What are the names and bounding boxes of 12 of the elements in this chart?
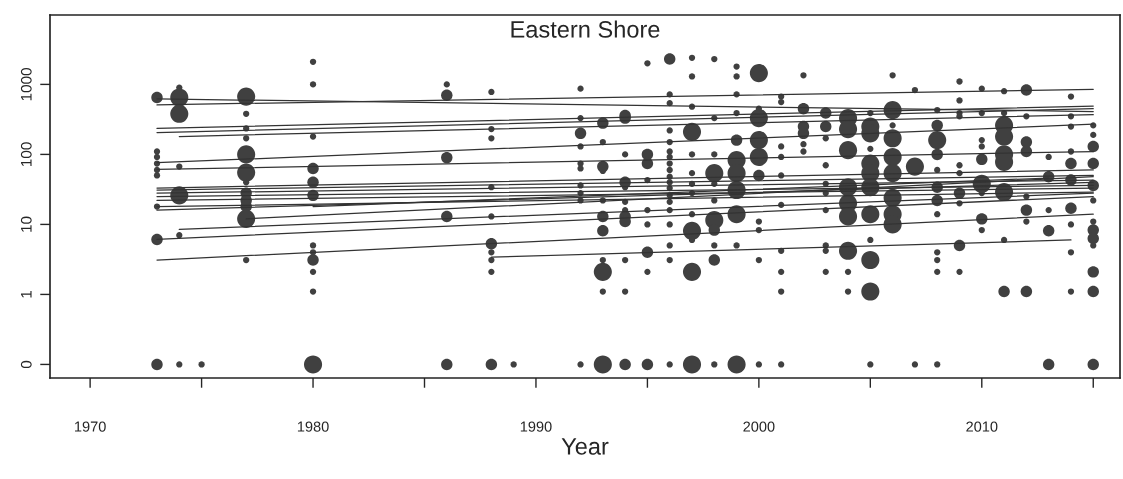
x-tick-label: 2000 [743, 421, 775, 432]
chart-title: Eastern Shore [511, 20, 660, 38]
y-tick-label: 100 [20, 142, 32, 166]
x-tick-label: 1970 [75, 421, 106, 432]
x-tick-label: 2010 [966, 421, 998, 432]
y-tick-label: 1 [21, 290, 32, 298]
y-tick-label: 0 [20, 360, 32, 369]
x-tick-label: 1980 [297, 421, 329, 432]
x-axis-title: Year [561, 438, 609, 455]
y-tick-label: 10 [20, 216, 32, 232]
y-tick-label: 1000 [20, 68, 32, 101]
x-tick-label: 1990 [520, 421, 552, 432]
